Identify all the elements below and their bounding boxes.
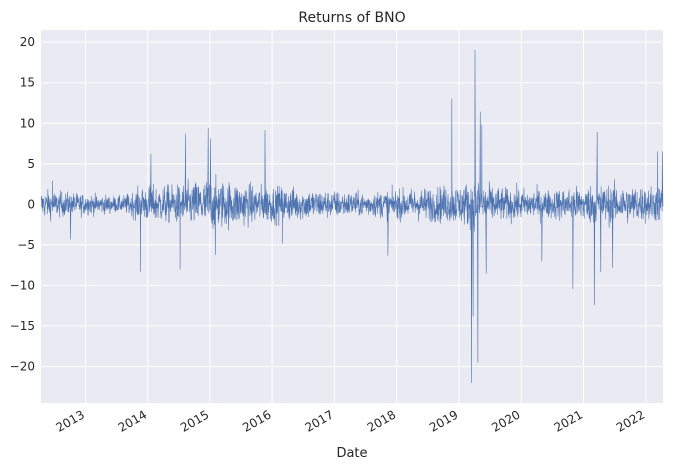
x-tick-label: 2020 [489,407,522,434]
y-tick-label: 0 [27,197,35,211]
y-axis-ticks: −20 −15 −10 −5 0 5 10 15 20 [10,35,35,373]
x-tick-label: 2013 [54,407,87,434]
x-tick-label: 2022 [614,407,647,434]
y-tick-label: −20 [10,360,35,374]
x-tick-label: 2017 [303,407,336,434]
x-tick-label: 2019 [427,407,460,434]
x-tick-label: 2015 [178,407,211,434]
y-tick-label: −15 [10,319,35,333]
y-tick-label: −10 [10,278,35,292]
x-tick-label: 2016 [240,407,273,434]
x-tick-label: 2021 [552,407,585,434]
chart-title: Returns of BNO [298,10,405,26]
y-tick-label: 20 [20,35,35,49]
x-tick-label: 2014 [116,407,149,434]
x-axis-ticks: 2013 2014 2015 2016 2017 2018 2019 2020 2021 2022 [54,407,648,434]
y-tick-label: 15 [20,76,35,90]
returns-line [40,49,664,384]
x-tick-label: 2018 [365,407,398,434]
returns-series [40,49,664,384]
y-tick-label: 10 [20,116,35,130]
y-tick-label: 5 [27,157,35,171]
plot-background [41,30,663,403]
y-tick-label: −5 [17,238,35,252]
x-axis-label: Date [336,446,367,461]
